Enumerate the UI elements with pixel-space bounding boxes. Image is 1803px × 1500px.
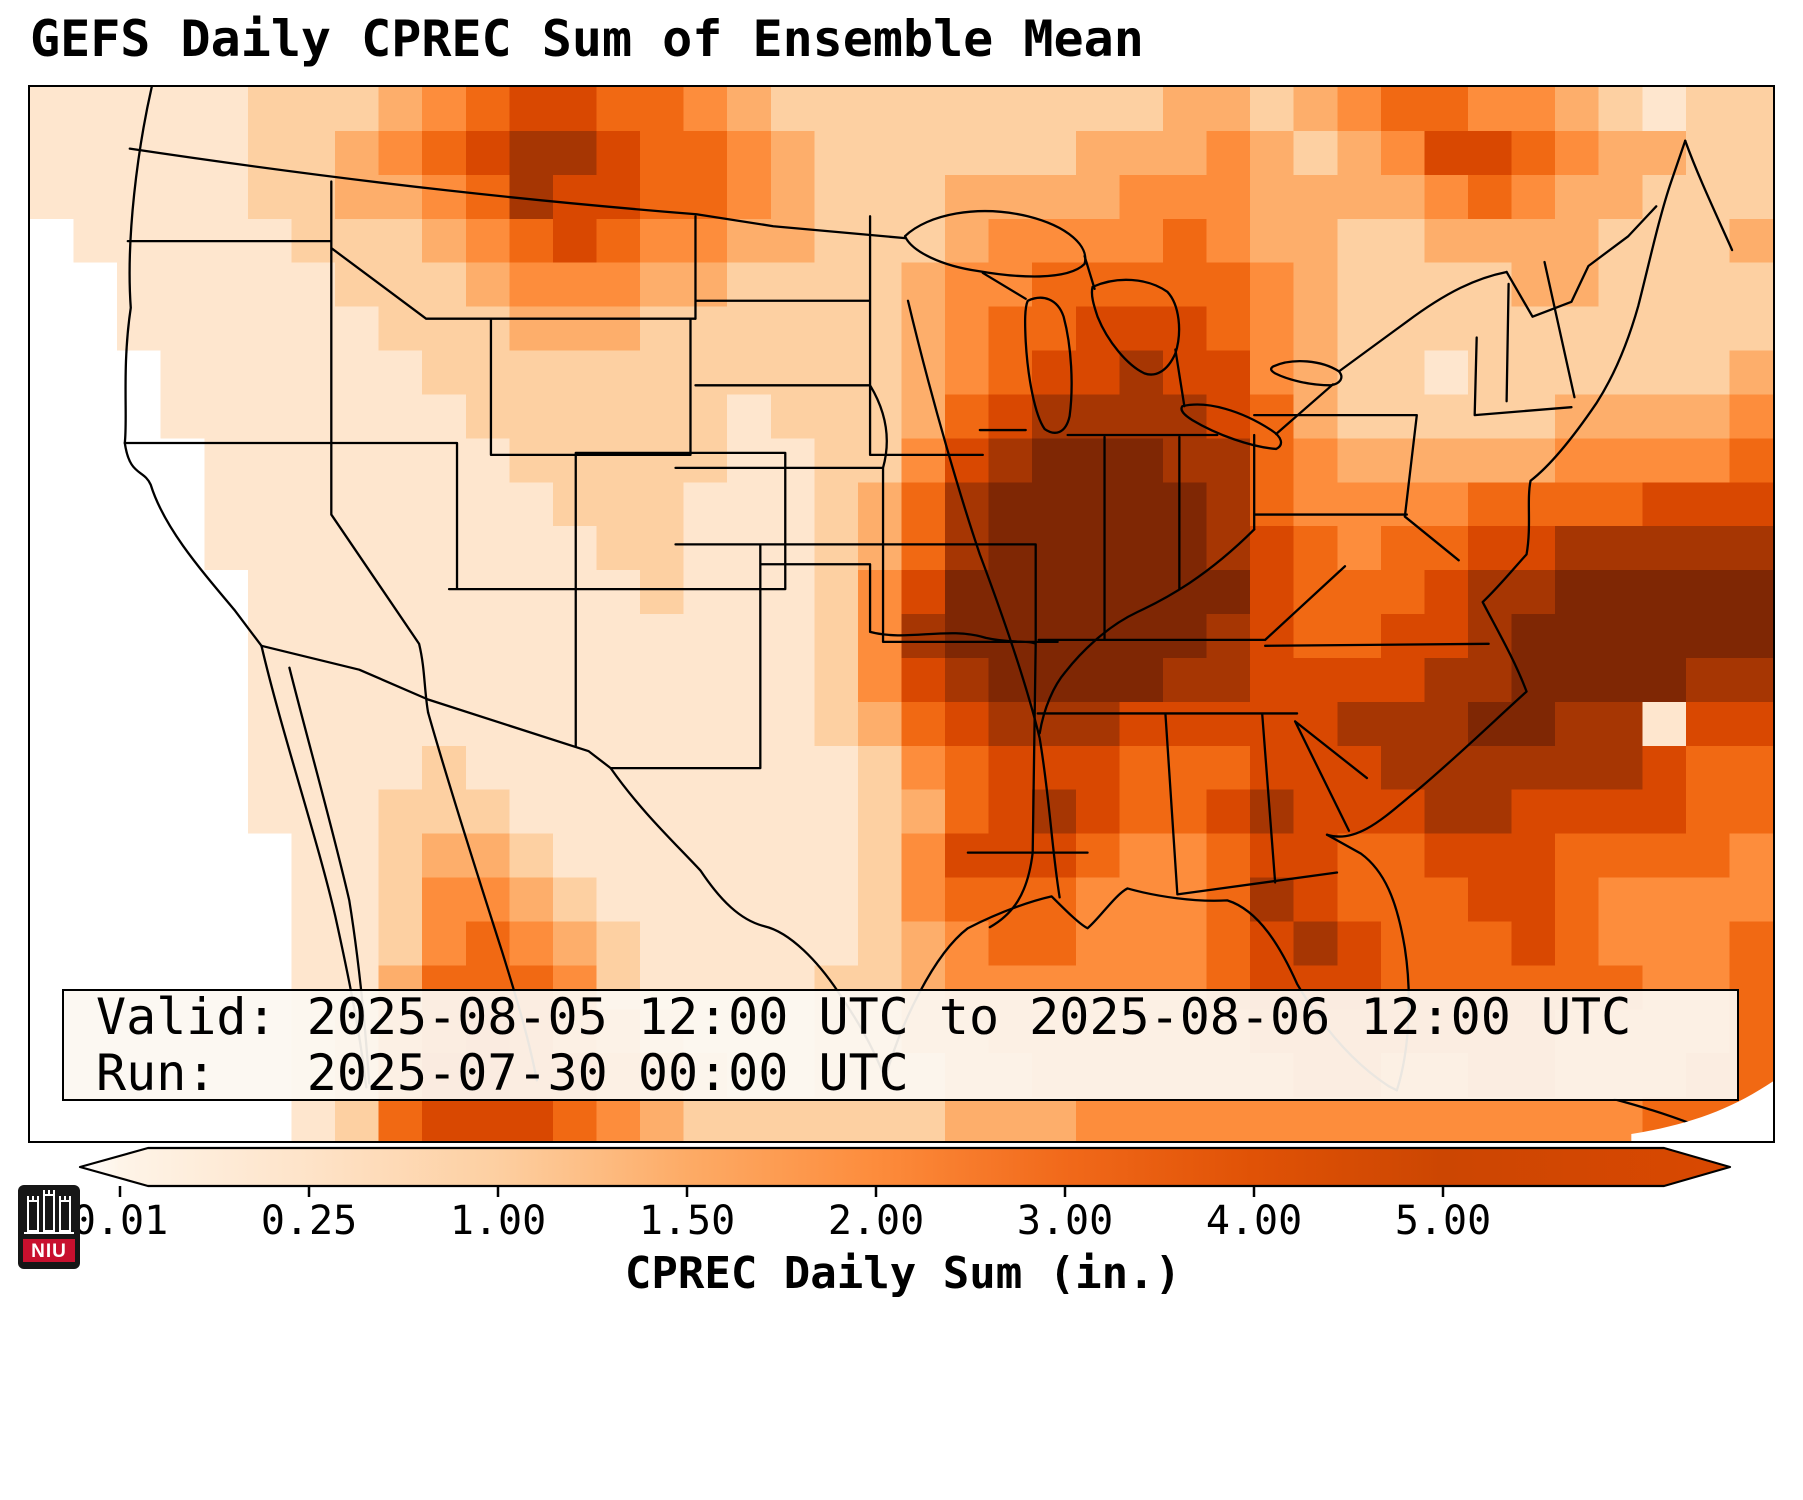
colorbar-tick-label: 1.50: [638, 1198, 736, 1244]
projection-corner-left: [30, 1076, 225, 1141]
colorbar-axis-label: CPREC Daily Sum (in.): [624, 1248, 1182, 1299]
colorbar-tick-label: 5.00: [1394, 1198, 1492, 1244]
lake-huron: [1090, 278, 1181, 376]
time-info-box: Valid: 2025-08-05 12:00 UTC to 2025-08-0…: [62, 989, 1739, 1101]
state-borders-central: [674, 215, 1089, 929]
colorbar-tick-label: 2.00: [827, 1198, 925, 1244]
lake-erie: [1180, 403, 1283, 451]
lake-michigan: [1023, 296, 1073, 434]
mississippi-river: [906, 299, 1061, 899]
colorbar-tickmarks: [118, 1186, 1445, 1197]
castle-icon: [24, 1190, 74, 1234]
precip-heatmap: [30, 87, 1773, 1141]
colorbar-tick-label: 3.00: [1016, 1198, 1114, 1244]
precipitation-map: Valid: 2025-08-05 12:00 UTC to 2025-08-0…: [28, 85, 1775, 1143]
logo-text: NIU: [31, 1241, 67, 1262]
state-borders-west: [123, 180, 787, 770]
gulf-coastline: [883, 887, 1399, 1092]
run-time-text: Run: 2025-07-30 00:00 UTC: [96, 1044, 909, 1102]
pacific-coastline: [123, 87, 263, 647]
maritime-coastline: [1684, 139, 1734, 252]
colorbar-tick-label: 1.00: [449, 1198, 547, 1244]
lakes-links: [981, 254, 1335, 436]
state-borders-east: [978, 260, 1576, 896]
ohio-river: [1038, 528, 1256, 735]
lake-ontario: [1270, 360, 1343, 387]
figure-title: GEFS Daily CPREC Sum of Ensemble Mean: [30, 10, 1144, 68]
niu-logo: NIU: [18, 1185, 80, 1269]
valid-time-text: Valid: 2025-08-05 12:00 UTC to 2025-08-0…: [96, 988, 1632, 1046]
logo-band: [23, 1239, 75, 1262]
colorbar-tick-label: 4.00: [1205, 1198, 1303, 1244]
colorbar-bar: [78, 1146, 1732, 1188]
st-lawrence: [1337, 270, 1508, 373]
map-borders-overlay: [30, 87, 1773, 1141]
lake-superior: [903, 210, 1087, 278]
projection-corner-right: [1631, 1081, 1773, 1141]
atlantic-coastline: [1325, 139, 1687, 838]
colorbar: [70, 1145, 1737, 1203]
colorbar-tick-label: 0.01: [71, 1198, 169, 1244]
canada-border: [128, 147, 907, 240]
colorbar-tick-label: 0.25: [260, 1198, 358, 1244]
canada-border-east: [1505, 205, 1658, 318]
